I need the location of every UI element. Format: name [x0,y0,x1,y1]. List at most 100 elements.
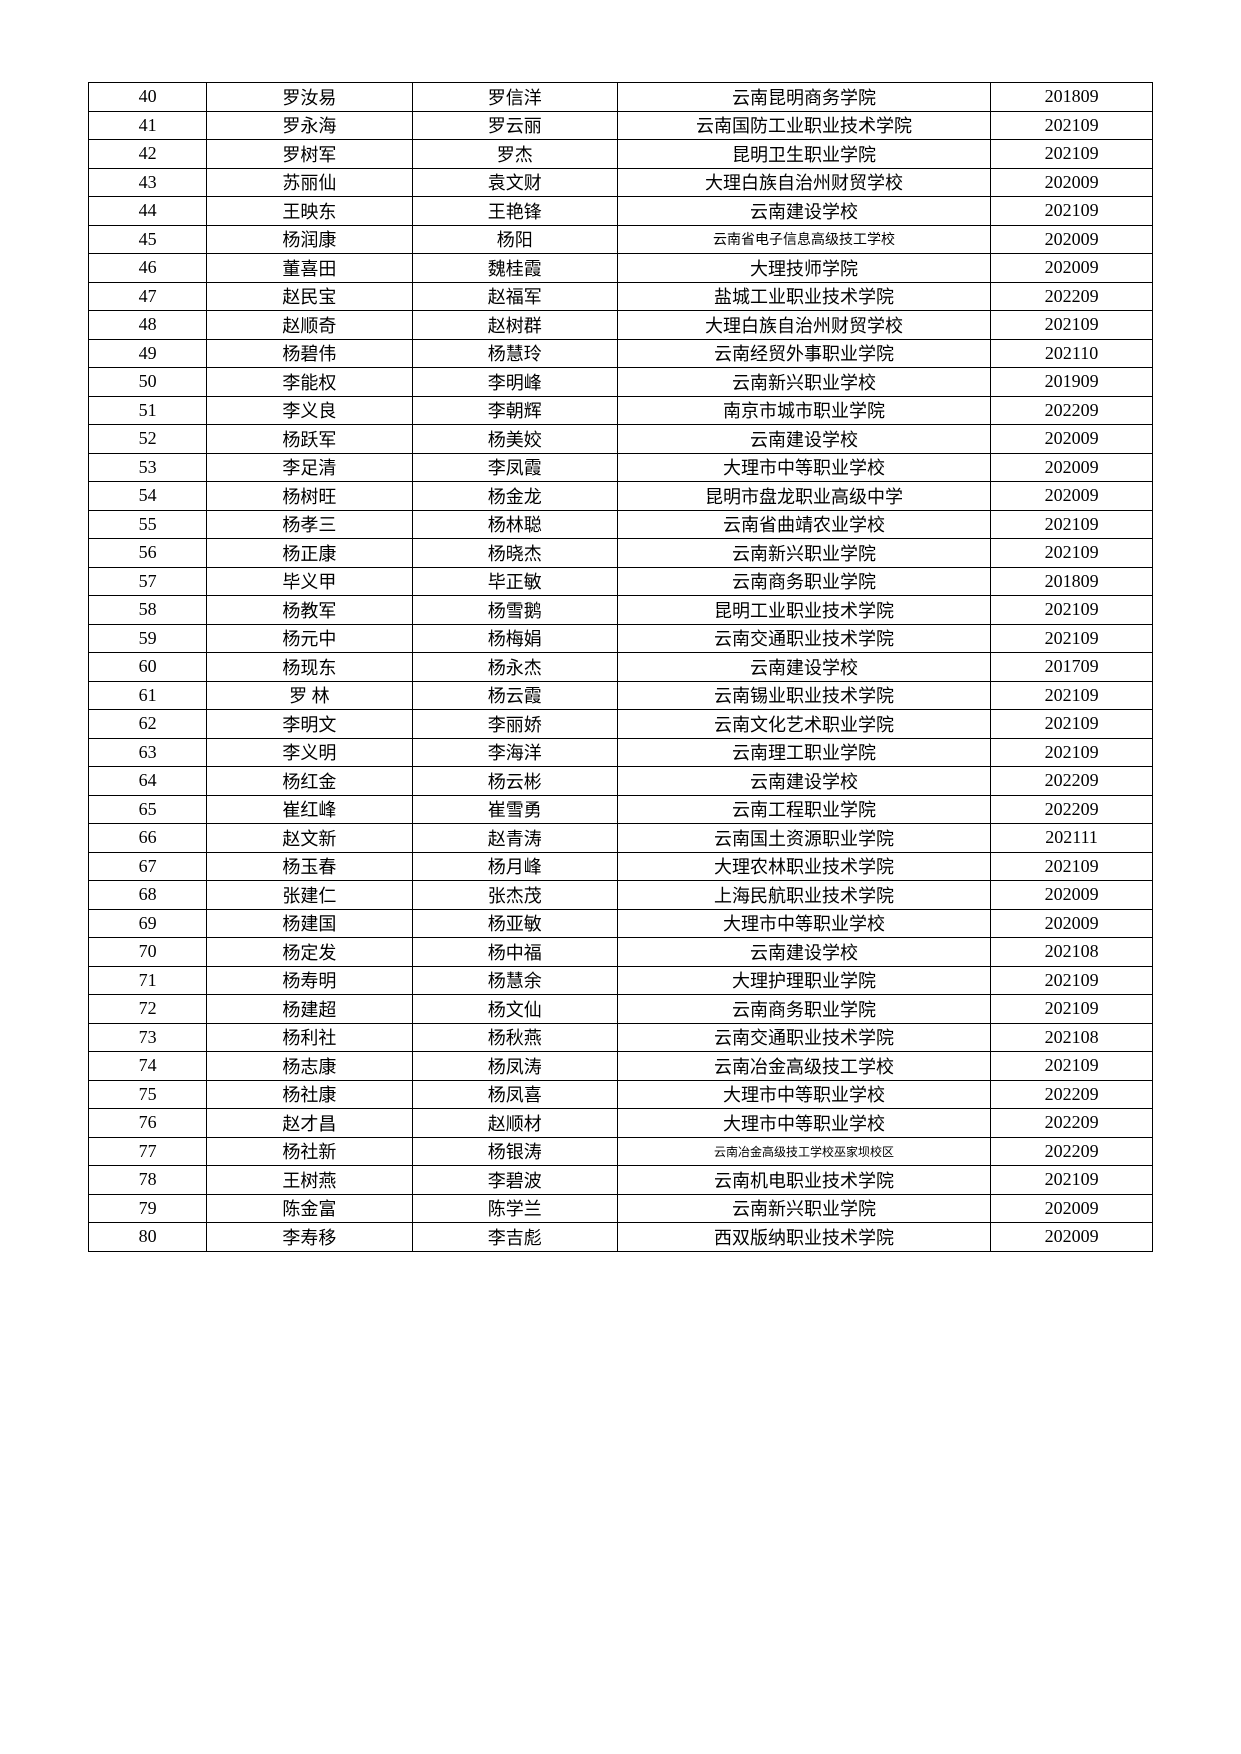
school-name: 云南省曲靖农业学校 [617,510,990,539]
row-number: 79 [89,1194,207,1223]
row-number: 64 [89,767,207,796]
table-row: 47赵民宝赵福军盐城工业职业技术学院202209 [89,282,1153,311]
table-row: 79陈金富陈学兰云南新兴职业学院202009 [89,1194,1153,1223]
school-name: 云南冶金高级技工学校 [617,1052,990,1081]
date-code: 202111 [991,824,1153,853]
table-row: 51李义良李朝辉南京市城市职业学院202209 [89,396,1153,425]
row-number: 71 [89,966,207,995]
name-a: 杨教军 [207,596,412,625]
name-a: 赵才昌 [207,1109,412,1138]
table-row: 59杨元中杨梅娟云南交通职业技术学院202109 [89,624,1153,653]
table-row: 74杨志康杨凤涛云南冶金高级技工学校202109 [89,1052,1153,1081]
name-b: 李丽娇 [412,710,617,739]
row-number: 44 [89,197,207,226]
name-b: 罗杰 [412,140,617,169]
school-name: 云南交通职业技术学院 [617,624,990,653]
name-b: 杨亚敏 [412,909,617,938]
table-row: 80李寿移李吉彪西双版纳职业技术学院202009 [89,1223,1153,1252]
name-a: 毕义甲 [207,567,412,596]
date-code: 202009 [991,909,1153,938]
row-number: 62 [89,710,207,739]
name-b: 杨凤喜 [412,1080,617,1109]
school-name: 大理农林职业技术学院 [617,852,990,881]
date-code: 202109 [991,197,1153,226]
name-b: 杨永杰 [412,653,617,682]
school-name: 云南工程职业学院 [617,795,990,824]
date-code: 202009 [991,1194,1153,1223]
date-code: 202109 [991,995,1153,1024]
table-row: 77杨社新杨银涛云南冶金高级技工学校巫家坝校区202209 [89,1137,1153,1166]
date-code: 202109 [991,311,1153,340]
row-number: 61 [89,681,207,710]
school-name: 大理市中等职业学校 [617,453,990,482]
row-number: 72 [89,995,207,1024]
school-name: 大理市中等职业学校 [617,909,990,938]
table-row: 46董喜田魏桂霞大理技师学院202009 [89,254,1153,283]
name-b: 李吉彪 [412,1223,617,1252]
name-b: 李明峰 [412,368,617,397]
table-row: 71杨寿明杨慧余大理护理职业学院202109 [89,966,1153,995]
table-row: 44王映东王艳锋云南建设学校202109 [89,197,1153,226]
table-row: 54杨树旺杨金龙昆明市盘龙职业高级中学202009 [89,482,1153,511]
date-code: 202110 [991,339,1153,368]
school-name: 西双版纳职业技术学院 [617,1223,990,1252]
name-a: 李明文 [207,710,412,739]
date-code: 202009 [991,482,1153,511]
name-b: 李凤霞 [412,453,617,482]
row-number: 70 [89,938,207,967]
school-name: 云南冶金高级技工学校巫家坝校区 [617,1137,990,1166]
name-a: 杨玉春 [207,852,412,881]
table-row: 70杨定发杨中福云南建设学校202108 [89,938,1153,967]
date-code: 202209 [991,1109,1153,1138]
school-name: 云南国防工业职业技术学院 [617,111,990,140]
name-a: 杨志康 [207,1052,412,1081]
date-code: 202109 [991,596,1153,625]
table-row: 41罗永海罗云丽云南国防工业职业技术学院202109 [89,111,1153,140]
name-a: 李能权 [207,368,412,397]
name-a: 李义明 [207,738,412,767]
row-number: 55 [89,510,207,539]
name-b: 杨银涛 [412,1137,617,1166]
date-code: 202109 [991,624,1153,653]
name-a: 赵顺奇 [207,311,412,340]
row-number: 66 [89,824,207,853]
row-number: 78 [89,1166,207,1195]
row-number: 45 [89,225,207,254]
row-number: 51 [89,396,207,425]
name-a: 陈金富 [207,1194,412,1223]
school-name: 云南建设学校 [617,425,990,454]
date-code: 202209 [991,767,1153,796]
date-code: 202209 [991,795,1153,824]
school-name: 云南商务职业学院 [617,567,990,596]
table-row: 52杨跃军杨美姣云南建设学校202009 [89,425,1153,454]
name-b: 李海洋 [412,738,617,767]
row-number: 65 [89,795,207,824]
name-b: 罗信洋 [412,83,617,112]
school-name: 云南国土资源职业学院 [617,824,990,853]
name-b: 杨晓杰 [412,539,617,568]
name-a: 杨跃军 [207,425,412,454]
school-name: 昆明市盘龙职业高级中学 [617,482,990,511]
name-b: 李碧波 [412,1166,617,1195]
name-a: 杨树旺 [207,482,412,511]
date-code: 202009 [991,453,1153,482]
name-b: 杨中福 [412,938,617,967]
name-b: 王艳锋 [412,197,617,226]
date-code: 202009 [991,254,1153,283]
row-number: 56 [89,539,207,568]
school-name: 云南建设学校 [617,938,990,967]
date-code: 202109 [991,966,1153,995]
school-name: 云南新兴职业学校 [617,368,990,397]
name-b: 杨梅娟 [412,624,617,653]
name-a: 罗树军 [207,140,412,169]
table-row: 53李足清李凤霞大理市中等职业学校202009 [89,453,1153,482]
table-row: 48赵顺奇赵树群大理白族自治州财贸学校202109 [89,311,1153,340]
table-row: 42罗树军罗杰昆明卫生职业学院202109 [89,140,1153,169]
table-body: 40罗汝易罗信洋云南昆明商务学院20180941罗永海罗云丽云南国防工业职业技术… [89,83,1153,1252]
name-a: 王映东 [207,197,412,226]
name-a: 杨定发 [207,938,412,967]
school-name: 大理市中等职业学校 [617,1109,990,1138]
table-row: 57毕义甲毕正敏云南商务职业学院201809 [89,567,1153,596]
table-row: 49杨碧伟杨慧玲云南经贸外事职业学院202110 [89,339,1153,368]
school-name: 云南省电子信息高级技工学校 [617,225,990,254]
